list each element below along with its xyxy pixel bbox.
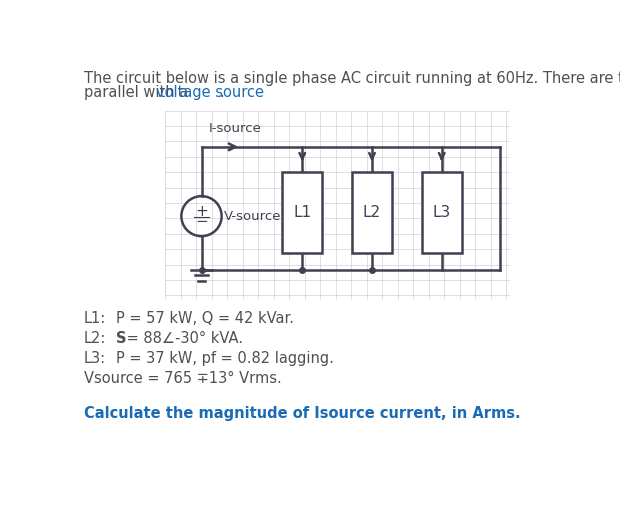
Text: P = 57 kW, Q = 42 kVar.: P = 57 kW, Q = 42 kVar. — [117, 311, 294, 326]
Text: = 88∠-30° kVA.: = 88∠-30° kVA. — [123, 331, 244, 346]
Text: L2:: L2: — [84, 331, 106, 346]
Text: P = 37 kW, pf = 0.82 lagging.: P = 37 kW, pf = 0.82 lagging. — [117, 351, 334, 366]
Text: L2: L2 — [363, 205, 381, 220]
Text: L3: L3 — [433, 205, 451, 220]
Text: V-source: V-source — [224, 210, 281, 223]
Text: −: − — [195, 214, 208, 229]
Text: voltage source: voltage source — [156, 85, 264, 100]
Text: S: S — [117, 331, 126, 346]
Text: Vsource = 765 ∓13° Vrms.: Vsource = 765 ∓13° Vrms. — [84, 371, 281, 386]
Text: L1: L1 — [293, 205, 311, 220]
Text: +: + — [195, 204, 208, 219]
Text: The circuit below is a single phase AC circuit running at 60Hz. There are three : The circuit below is a single phase AC c… — [84, 71, 620, 87]
Text: .: . — [219, 85, 224, 100]
Text: L1:: L1: — [84, 311, 106, 326]
Text: I-source: I-source — [208, 122, 261, 135]
Bar — [352, 172, 392, 253]
Text: parallel with a: parallel with a — [84, 85, 193, 100]
Text: Calculate the magnitude of Isource current, in Arms.: Calculate the magnitude of Isource curre… — [84, 406, 520, 421]
Text: L3:: L3: — [84, 351, 106, 366]
Bar — [422, 172, 462, 253]
Bar — [282, 172, 322, 253]
